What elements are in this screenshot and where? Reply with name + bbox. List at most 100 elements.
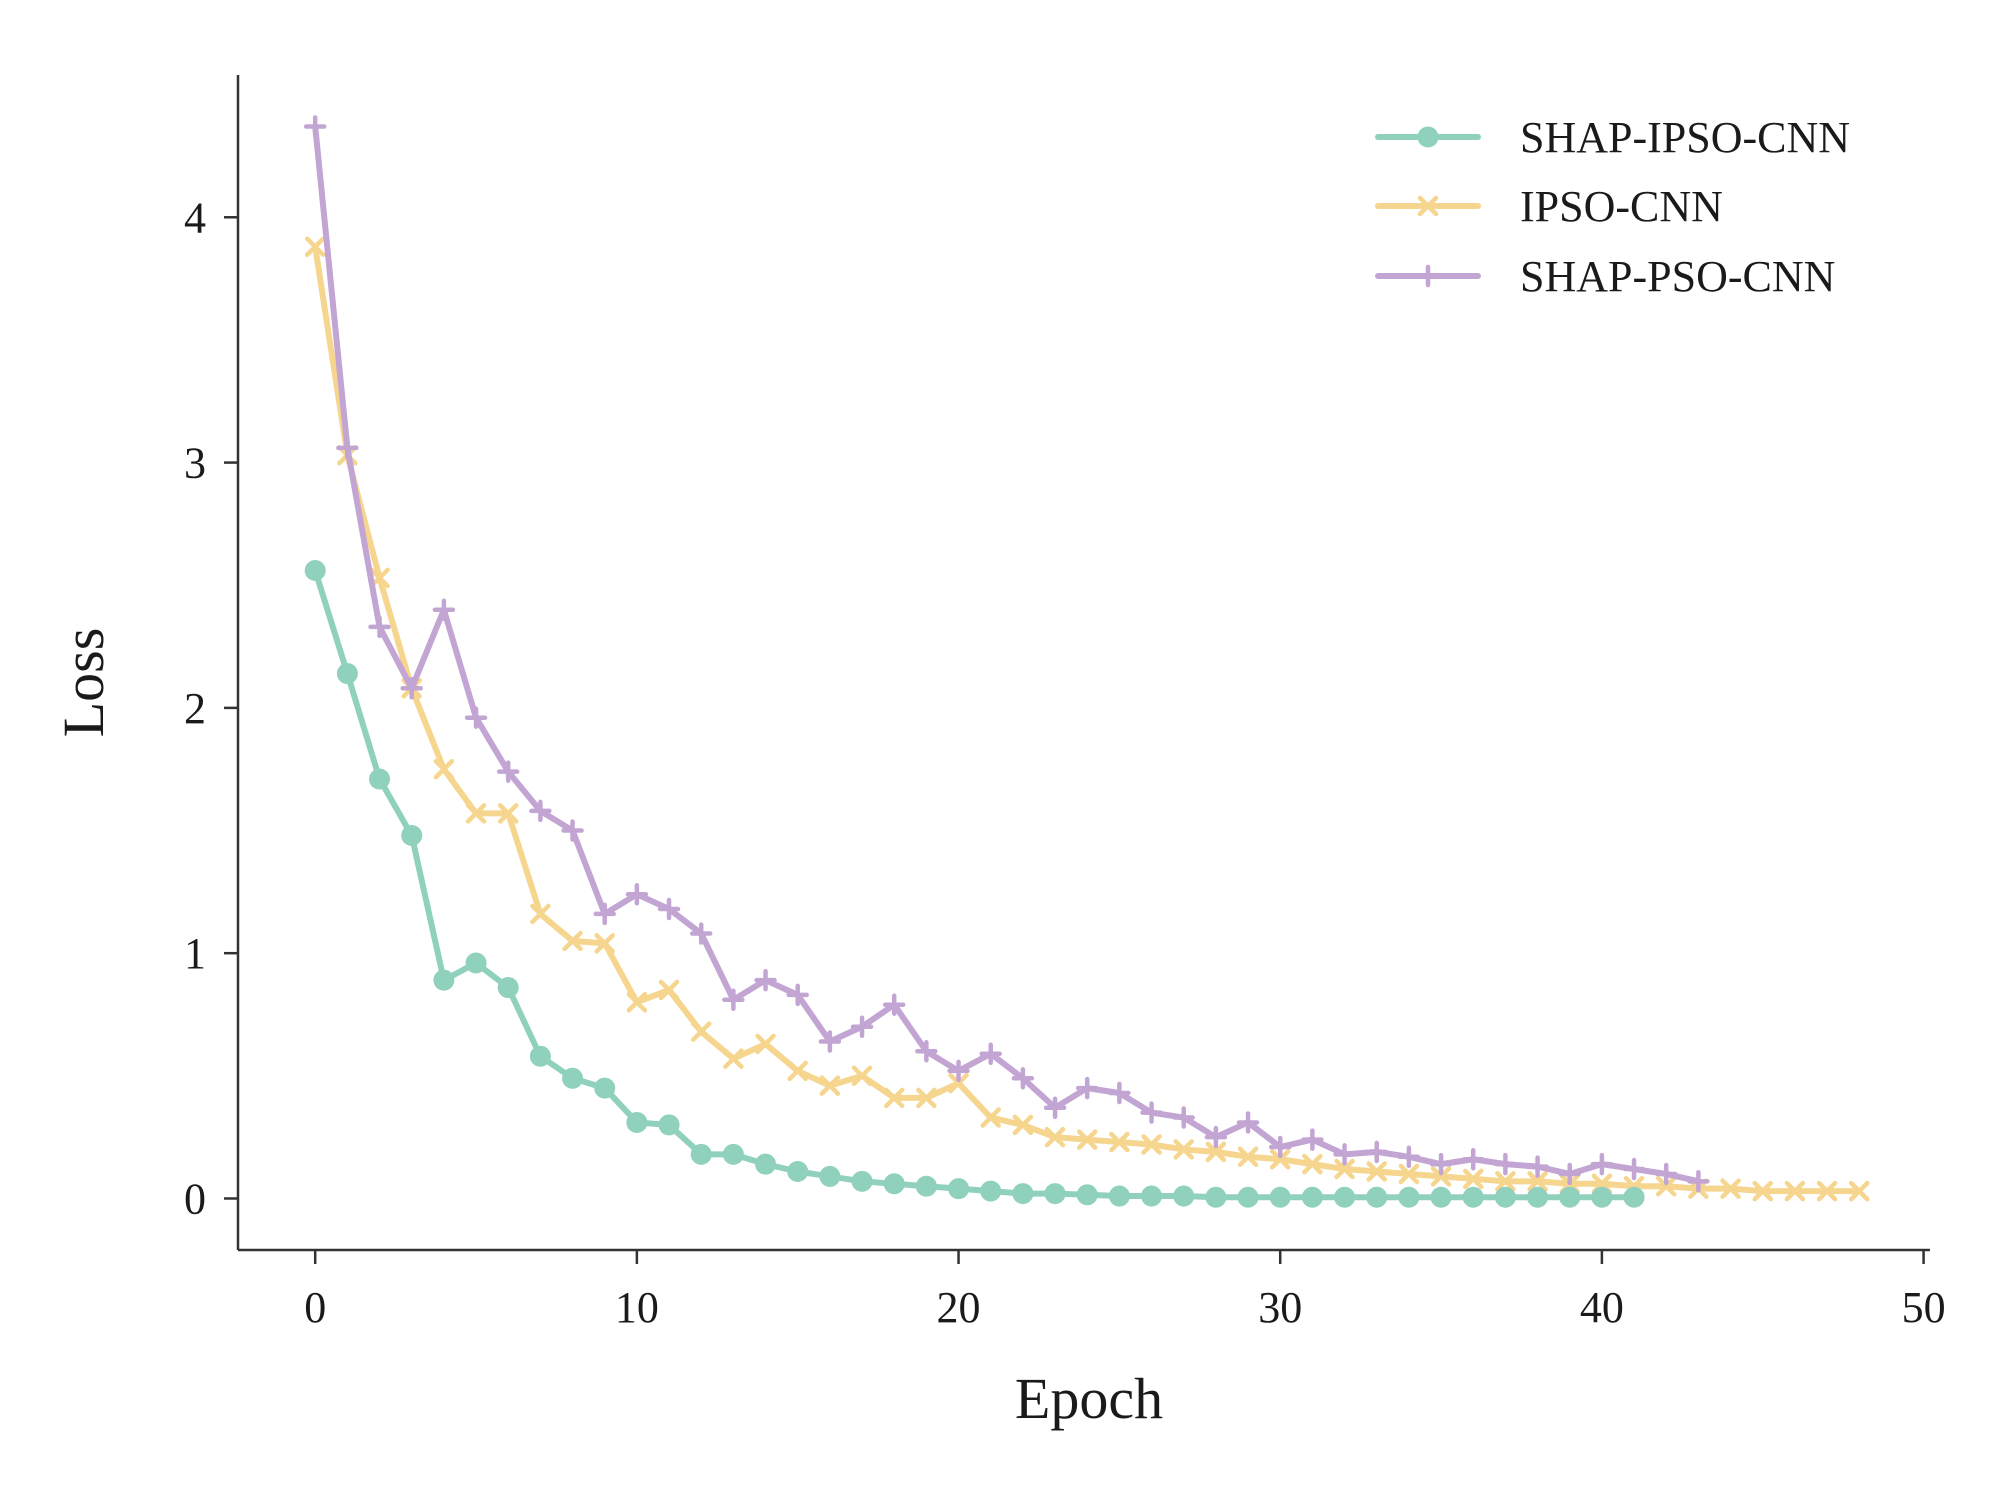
- data-point-ipso-cnn: [1495, 1171, 1516, 1192]
- data-point-shap-ipso-cnn: [819, 1165, 841, 1187]
- data-point-shap-pso-cnn: [915, 1040, 938, 1063]
- data-point-shap-pso-cnn: [1075, 1076, 1099, 1100]
- data-point-shap-ipso-cnn: [562, 1067, 584, 1089]
- data-point-shap-ipso-cnn: [690, 1143, 712, 1165]
- y-axis-title: Loss: [51, 628, 116, 738]
- data-point-shap-pso-cnn: [850, 1015, 874, 1039]
- data-point-shap-pso-cnn: [689, 922, 713, 945]
- data-point-ipso-cnn: [1720, 1178, 1741, 1199]
- data-point-shap-ipso-cnn: [336, 663, 358, 685]
- data-point-shap-ipso-cnn: [1012, 1183, 1034, 1205]
- data-point-ipso-cnn: [948, 1072, 969, 1094]
- data-point-shap-ipso-cnn: [851, 1170, 873, 1192]
- data-point-shap-ipso-cnn: [915, 1175, 937, 1197]
- data-point-ipso-cnn: [690, 1021, 712, 1042]
- data-point-ipso-cnn: [1334, 1158, 1355, 1180]
- data-point-shap-pso-cnn: [496, 760, 520, 783]
- legend-label: SHAP-PSO-CNN: [1520, 252, 1835, 301]
- data-point-shap-ipso-cnn: [1269, 1186, 1291, 1208]
- data-point-shap-pso-cnn: [529, 799, 552, 823]
- data-point-ipso-cnn: [1012, 1114, 1034, 1136]
- legend-label: IPSO-CNN: [1520, 182, 1723, 231]
- data-point-shap-ipso-cnn: [1076, 1184, 1098, 1206]
- x-tick-label: 30: [1258, 1283, 1302, 1332]
- ticks: 0 10 20 30 40 50 0 1 2 3 4: [184, 193, 1946, 1332]
- data-point-shap-pso-cnn: [1301, 1128, 1324, 1151]
- data-point-shap-ipso-cnn: [465, 952, 487, 974]
- data-point-shap-ipso-cnn: [401, 824, 423, 846]
- data-point-shap-ipso-cnn: [1430, 1186, 1452, 1208]
- data-point-shap-pso-cnn: [1558, 1162, 1581, 1186]
- data-point-ipso-cnn: [755, 1033, 776, 1055]
- data-point-ipso-cnn: [1816, 1180, 1838, 1202]
- data-point-ipso-cnn: [1430, 1166, 1452, 1187]
- data-point-shap-pso-cnn: [1654, 1162, 1678, 1186]
- data-point-shap-ipso-cnn: [980, 1180, 1002, 1202]
- data-point-ipso-cnn: [562, 930, 583, 952]
- legend-label: SHAP-IPSO-CNN: [1520, 113, 1850, 162]
- data-point-shap-pso-cnn: [432, 598, 456, 622]
- data-point-shap-pso-cnn: [882, 993, 906, 1016]
- data-point-shap-pso-cnn: [722, 988, 745, 1012]
- data-point-ipso-cnn: [787, 1060, 808, 1082]
- data-point-ipso-cnn: [1044, 1126, 1066, 1148]
- data-point-ipso-cnn: [1141, 1134, 1162, 1155]
- data-point-shap-pso-cnn: [1333, 1143, 1356, 1166]
- data-point-ipso-cnn: [1205, 1141, 1227, 1163]
- data-point-ipso-cnn: [1655, 1175, 1677, 1197]
- data-point-shap-ipso-cnn: [722, 1143, 744, 1165]
- data-point-shap-pso-cnn: [400, 677, 423, 700]
- data-point-shap-pso-cnn: [1429, 1152, 1453, 1176]
- legend-item-ipso-cnn: IPSO-CNN: [1375, 182, 1723, 231]
- legend-marker: [1416, 264, 1440, 288]
- x-tick-label: 40: [1580, 1283, 1624, 1332]
- data-point-shap-ipso-cnn: [883, 1173, 905, 1195]
- data-point-ipso-cnn: [626, 991, 648, 1013]
- data-point-shap-pso-cnn: [336, 436, 359, 460]
- data-point-shap-ipso-cnn: [1108, 1185, 1130, 1207]
- y-tick-label: 4: [184, 193, 206, 242]
- data-point-shap-ipso-cnn: [1559, 1186, 1581, 1208]
- y-tick-label: 1: [184, 929, 206, 978]
- data-point-shap-ipso-cnn: [1623, 1186, 1645, 1208]
- data-point-ipso-cnn: [916, 1087, 937, 1109]
- data-point-shap-ipso-cnn: [1334, 1186, 1356, 1208]
- data-point-shap-pso-cnn: [657, 897, 681, 921]
- data-point-shap-ipso-cnn: [948, 1178, 970, 1200]
- series-shap-pso-cnn: [303, 115, 1710, 1193]
- data-point-ipso-cnn: [1302, 1153, 1323, 1175]
- data-point-shap-ipso-cnn: [1527, 1186, 1549, 1208]
- data-point-ipso-cnn: [530, 903, 551, 925]
- data-point-shap-ipso-cnn: [755, 1153, 777, 1175]
- data-point-ipso-cnn: [1366, 1161, 1387, 1182]
- data-point-shap-pso-cnn: [561, 819, 584, 842]
- data-point-ipso-cnn: [819, 1075, 841, 1096]
- axes: [236, 75, 1930, 1252]
- x-axis-title: Epoch: [1015, 1366, 1163, 1431]
- data-point-ipso-cnn: [658, 979, 680, 1001]
- data-point-shap-ipso-cnn: [658, 1114, 680, 1136]
- data-point-ipso-cnn: [1462, 1168, 1484, 1190]
- legend-marker: [1417, 126, 1439, 148]
- data-point-ipso-cnn: [497, 803, 519, 824]
- data-point-ipso-cnn: [723, 1048, 744, 1069]
- data-point-shap-pso-cnn: [1687, 1170, 1710, 1193]
- data-point-shap-ipso-cnn: [1366, 1186, 1388, 1208]
- data-point-ipso-cnn: [1752, 1180, 1773, 1202]
- data-point-shap-ipso-cnn: [626, 1111, 648, 1133]
- data-point-shap-pso-cnn: [947, 1059, 970, 1083]
- y-tick-label: 2: [184, 684, 206, 733]
- data-point-shap-pso-cnn: [979, 1042, 1002, 1066]
- data-point-shap-pso-cnn: [1397, 1145, 1421, 1169]
- data-point-shap-pso-cnn: [818, 1030, 842, 1053]
- data-point-ipso-cnn: [1784, 1180, 1806, 1202]
- data-point-shap-pso-cnn: [1011, 1067, 1035, 1090]
- data-point-shap-ipso-cnn: [1044, 1183, 1066, 1205]
- data-point-shap-ipso-cnn: [787, 1161, 809, 1183]
- y-tick-label: 3: [184, 439, 206, 488]
- y-tick-label: 0: [184, 1174, 206, 1223]
- series-shap-ipso-cnn: [304, 560, 1645, 1208]
- data-point-shap-pso-cnn: [1622, 1157, 1646, 1181]
